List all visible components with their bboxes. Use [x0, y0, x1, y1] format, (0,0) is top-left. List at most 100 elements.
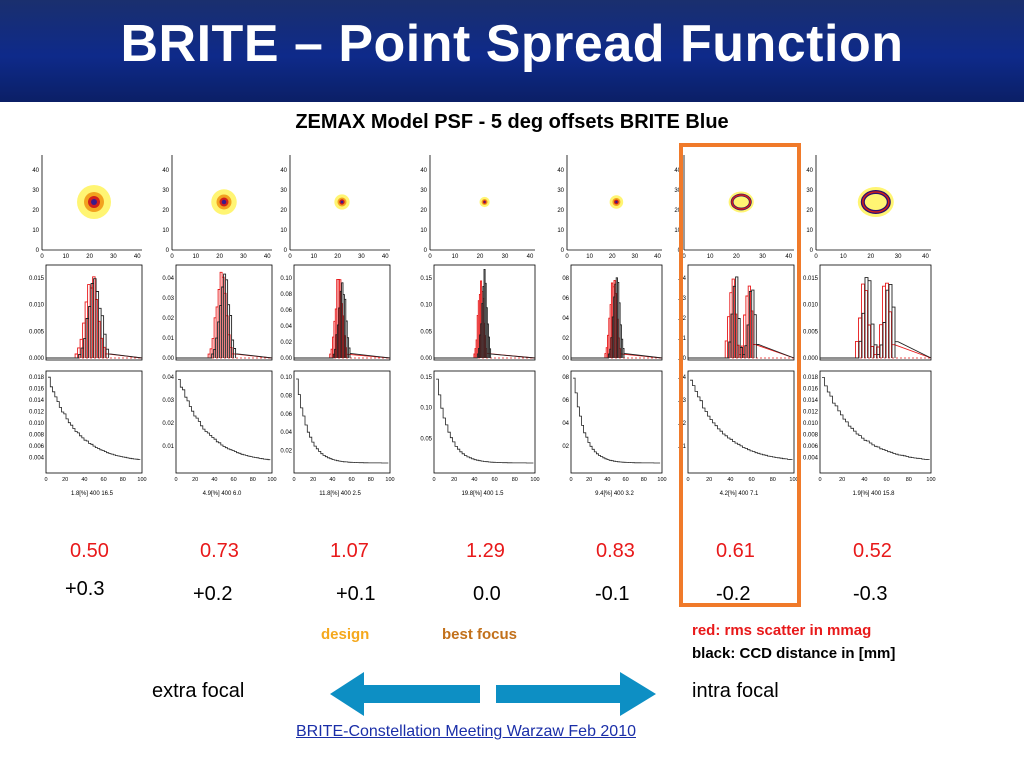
ccd-distance-value: +0.3	[65, 578, 105, 600]
decay-ytick-label: 0.02	[280, 449, 292, 455]
image-xtick-label: 10	[310, 254, 317, 260]
intra-focal-label: intra focal	[692, 680, 779, 702]
legend-red: red: rms scatter in mmag	[692, 622, 872, 639]
decay-ytick-label: 0.04	[162, 375, 174, 381]
histogram-ytick-label: 0.00	[162, 356, 174, 362]
decay-ytick-label: 0.004	[803, 456, 819, 462]
decay-xtick-label: 40	[329, 477, 335, 483]
histogram-ytick-label: 06	[562, 296, 569, 302]
image-ytick-label: 0	[36, 248, 40, 254]
highlight-box	[679, 143, 801, 607]
decay-ytick-label: 0.012	[29, 410, 45, 416]
histogram-black-profile	[820, 277, 932, 359]
image-ytick-label: 0	[424, 248, 428, 254]
image-xtick-label: 10	[840, 254, 847, 260]
image-xtick-label: 40	[922, 254, 929, 260]
decay-xtick-label: 60	[884, 477, 890, 483]
histogram-frame	[175, 264, 273, 361]
histogram-frame	[433, 264, 536, 361]
stats-label: 9.4[%] 400 3.2	[595, 491, 634, 497]
rms-scatter-value: 0.50	[70, 540, 109, 562]
image-xtick-label: 0	[428, 254, 432, 260]
image-xtick-label: 30	[759, 254, 766, 260]
image-xtick-label: 30	[358, 254, 365, 260]
histogram-ytick-label: 0.000	[29, 356, 45, 362]
histogram-ytick-label: 02	[562, 336, 569, 342]
decay-xtick-label: 100	[657, 477, 666, 483]
decay-xtick-label: 80	[641, 477, 647, 483]
legend-black: black: CCD distance in [mm]	[692, 645, 896, 662]
image-xtick-label: 40	[134, 254, 141, 260]
image-ytick-label: 10	[674, 228, 681, 234]
histogram-ytick-label: 0.05	[420, 329, 432, 335]
psf-spot-center	[483, 201, 486, 203]
decay-xtick-label: 20	[192, 477, 198, 483]
image-ytick-label: 30	[32, 188, 39, 194]
image-xtick-label: 30	[895, 254, 902, 260]
decay-xtick-label: 100	[137, 477, 146, 483]
decay-ytick-label: 0.010	[803, 421, 819, 427]
decay-xtick-label: 80	[512, 477, 518, 483]
image-xtick-label: 0	[565, 254, 569, 260]
image-ytick-label: 30	[162, 188, 169, 194]
image-ytick-label: 10	[806, 228, 813, 234]
decay-ytick-label: 04	[562, 421, 569, 427]
histogram-ytick-label: 0.10	[420, 303, 432, 309]
decay-xtick-label: 60	[749, 477, 755, 483]
decay-xtick-label: 40	[81, 477, 87, 483]
title-bar: BRITE – Point Spread Function	[0, 0, 1024, 102]
decay-frame	[433, 370, 536, 474]
decay-xtick-label: 100	[926, 477, 935, 483]
decay-xtick-label: 40	[861, 477, 867, 483]
decay-ytick-label: 0.08	[280, 393, 292, 399]
design-label: design	[321, 626, 370, 643]
image-ytick-label: 20	[557, 208, 564, 214]
image-xtick-label: 40	[382, 254, 389, 260]
image-xtick-label: 20	[609, 254, 616, 260]
ccd-distance-value: +0.1	[336, 583, 376, 605]
decay-xtick-label: 20	[62, 477, 68, 483]
histogram-black-profile	[46, 278, 143, 359]
stats-label: 4.9[%] 400 6.0	[203, 491, 242, 497]
image-xtick-label: 20	[867, 254, 874, 260]
histogram-ytick-label: 0.04	[162, 276, 174, 282]
decay-frame	[570, 370, 663, 474]
stats-label: 1.8[%] 400 16.5	[71, 491, 114, 497]
image-ytick-label: 0	[284, 248, 288, 254]
decay-xtick-label: 100	[530, 477, 539, 483]
histogram-frame	[687, 264, 795, 361]
image-ytick-label: 0	[810, 248, 814, 254]
decay-xtick-label: 100	[385, 477, 394, 483]
decay-ytick-label: 0.016	[803, 387, 819, 393]
image-xtick-label: 30	[632, 254, 639, 260]
psf-spot-ring-inner	[862, 191, 890, 213]
histogram-ytick-label: 0.000	[803, 356, 819, 362]
decay-xtick-label: 80	[120, 477, 126, 483]
stats-label: 19.8[%] 400 1.5	[461, 491, 504, 497]
decay-xtick-label: 20	[586, 477, 592, 483]
histogram-ytick-label: 0.04	[280, 324, 292, 330]
stats-label: 1.9[%] 400 15.8	[852, 491, 895, 497]
histogram-ytick-label: 0.08	[280, 292, 292, 298]
decay-ytick-label: 0.008	[29, 433, 45, 439]
image-xtick-label: 20	[334, 254, 341, 260]
footer-text: BRITE-Constellation Meeting Warzaw Feb 2…	[296, 723, 636, 740]
decay-xtick-label: 20	[706, 477, 712, 483]
decay-ytick-label: 0.006	[29, 444, 45, 450]
image-ytick-label: 40	[557, 168, 564, 174]
histogram-ytick-label: 0.00	[280, 356, 292, 362]
histogram-black-profile	[294, 282, 391, 359]
histogram-ytick-label: 0.15	[420, 276, 432, 282]
decay-ytick-label: 0.010	[29, 421, 45, 427]
image-xtick-label: 20	[86, 254, 93, 260]
decay-xtick-label: 0	[44, 477, 47, 483]
chart-subtitle: ZEMAX Model PSF - 5 deg offsets BRITE Bl…	[295, 111, 729, 133]
histogram-ytick-label: 0.10	[280, 276, 292, 282]
histogram-ytick-label: 0.010	[29, 303, 45, 309]
image-ytick-label: 20	[32, 208, 39, 214]
image-ytick-label: 10	[557, 228, 564, 234]
decay-xtick-label: 60	[101, 477, 107, 483]
best-focus-label: best focus	[442, 626, 518, 643]
image-xtick-label: 0	[288, 254, 292, 260]
